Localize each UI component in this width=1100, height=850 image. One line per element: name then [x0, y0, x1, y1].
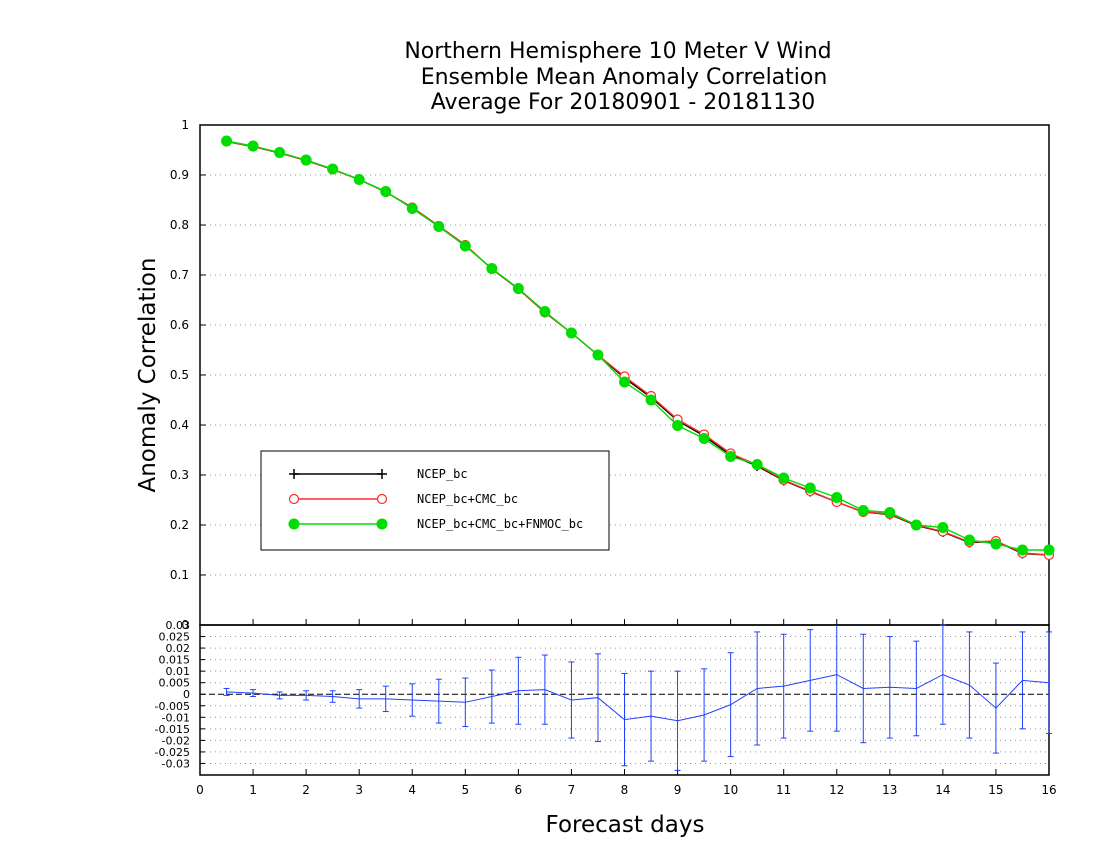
filled-circle-marker: [751, 459, 763, 470]
filled-circle-marker: [512, 283, 524, 294]
main-y-tick-label: 0.2: [170, 518, 189, 532]
filled-circle-marker: [937, 522, 949, 533]
filled-circle-marker: [778, 472, 790, 484]
filled-circle-marker: [619, 376, 630, 388]
x-tick-label: 10: [723, 783, 738, 797]
x-tick-label: 0: [196, 783, 204, 797]
filled-circle-marker: [288, 518, 300, 530]
diff-y-tick-label: -0.005: [155, 700, 190, 713]
diff-y-tick-label: 0.02: [166, 642, 191, 655]
diff-y-tick-label: 0: [183, 688, 190, 701]
main-y-axis: 0 0.1 0.2 0.3 0.4 0.5 0.6 0.7 0.8 0.9 1: [170, 118, 206, 632]
main-series: [221, 135, 1055, 561]
filled-circle-marker: [459, 240, 471, 252]
legend: NCEP_bc NCEP_bc+CMC_bc NCEP_bc+CMC_bc+FNMO…: [260, 450, 610, 551]
filled-circle-marker: [327, 163, 339, 175]
filled-circle-marker: [990, 538, 1002, 550]
filled-circle-marker: [857, 505, 869, 516]
filled-circle-marker: [1043, 544, 1055, 556]
x-tick-label: 2: [302, 783, 310, 797]
filled-circle-marker: [247, 140, 259, 152]
diff-line: [226, 674, 1050, 722]
legend-entry: NCEP_bc: [289, 467, 468, 481]
x-tick-label: 16: [1041, 783, 1056, 797]
legend-label: NCEP_bc+CMC_bc: [417, 492, 518, 506]
x-tick-label: 12: [829, 783, 844, 797]
legend-entry: NCEP_bc+CMC_bc: [288, 492, 518, 506]
open-circle-marker: [288, 493, 300, 505]
diff-y-tick-label: -0.01: [162, 711, 190, 724]
open-circle-marker: [376, 493, 388, 505]
diff-y-axis: -0.03-0.025-0.02-0.015-0.01-0.00500.0050…: [155, 619, 205, 770]
title-line-2: Ensemble Mean Anomaly Correlation: [421, 65, 828, 90]
x-tick-label: 13: [882, 783, 897, 797]
main-y-tick-label: 0.4: [170, 418, 189, 432]
filled-circle-marker: [884, 507, 896, 518]
y-axis-label: Anomaly Correlation: [135, 257, 161, 492]
x-tick-label: 9: [674, 783, 682, 797]
legend-label: NCEP_bc: [417, 467, 468, 481]
filled-circle-marker: [353, 174, 365, 185]
x-tick-label: 15: [988, 783, 1003, 797]
x-tick-label: 6: [515, 783, 523, 797]
x-tick-label: 1: [249, 783, 257, 797]
diff-y-tick-label: 0.015: [159, 654, 191, 667]
x-tick-label: 8: [621, 783, 629, 797]
diff-y-tick-label: -0.025: [155, 746, 190, 759]
title-line-1: Northern Hemisphere 10 Meter V Wind: [404, 39, 831, 64]
filled-circle-marker: [698, 433, 710, 444]
legend-entry: NCEP_bc+CMC_bc+FNMOC_bc: [288, 517, 583, 531]
x-tick-label: 11: [776, 783, 791, 797]
x-tick-label: 7: [568, 783, 576, 797]
filled-circle-marker: [380, 186, 392, 197]
filled-circle-marker: [963, 534, 975, 546]
diff-y-tick-label: 0.025: [159, 631, 191, 644]
main-y-tick-label: 0.3: [170, 468, 189, 482]
x-tick-label: 5: [461, 783, 469, 797]
main-y-tick-label: 0.9: [170, 168, 189, 182]
x-tick-label: 14: [935, 783, 950, 797]
x-tick-label: 3: [355, 783, 363, 797]
x-axis-label: Forecast days: [546, 812, 705, 838]
diff-y-tick-label: 0.005: [159, 677, 191, 690]
main-y-tick-label: 0.7: [170, 268, 189, 282]
filled-circle-marker: [433, 221, 445, 232]
filled-circle-marker: [672, 420, 684, 431]
main-y-tick-label: 0.5: [170, 368, 189, 382]
filled-circle-marker: [221, 135, 233, 147]
filled-circle-marker: [274, 147, 286, 158]
main-y-tick-label: 0: [181, 618, 189, 632]
main-y-tick-label: 1: [181, 118, 189, 132]
x-tick-label: 4: [408, 783, 416, 797]
main-y-tick-label: 0.1: [170, 568, 189, 582]
diff-y-tick-label: 0.01: [166, 665, 191, 678]
legend-box: [260, 450, 610, 551]
title-line-3: Average For 20180901 - 20181130: [431, 90, 816, 115]
filled-circle-marker: [910, 519, 922, 531]
filled-circle-marker: [1016, 544, 1028, 556]
filled-circle-marker: [645, 394, 657, 406]
legend-label: NCEP_bc+CMC_bc+FNMOC_bc: [417, 517, 583, 531]
diff-y-tick-label: -0.02: [162, 734, 190, 747]
filled-circle-marker: [376, 518, 388, 530]
filled-circle-marker: [486, 263, 498, 274]
series-2: [221, 135, 1055, 556]
filled-circle-marker: [300, 154, 312, 166]
filled-circle-marker: [592, 349, 604, 361]
filled-circle-marker: [831, 492, 843, 503]
x-axis: 0 1 2 3 4 5 6 7 8 9 10 11 12 13 14 15 16: [196, 619, 1057, 797]
diff-series: [223, 624, 1052, 771]
chart-title: Northern Hemisphere 10 Meter V Wind Ense…: [404, 39, 831, 115]
filled-circle-marker: [565, 327, 577, 339]
diff-y-tick-label: -0.03: [162, 757, 190, 770]
diff-y-tick-label: 0.03: [166, 619, 191, 632]
filled-circle-marker: [804, 482, 816, 494]
main-y-tick-label: 0.8: [170, 218, 189, 232]
filled-circle-marker: [725, 451, 737, 462]
filled-circle-marker: [539, 306, 551, 317]
diff-y-tick-label: -0.015: [155, 723, 190, 736]
filled-circle-marker: [406, 203, 418, 214]
main-y-tick-label: 0.6: [170, 318, 189, 332]
